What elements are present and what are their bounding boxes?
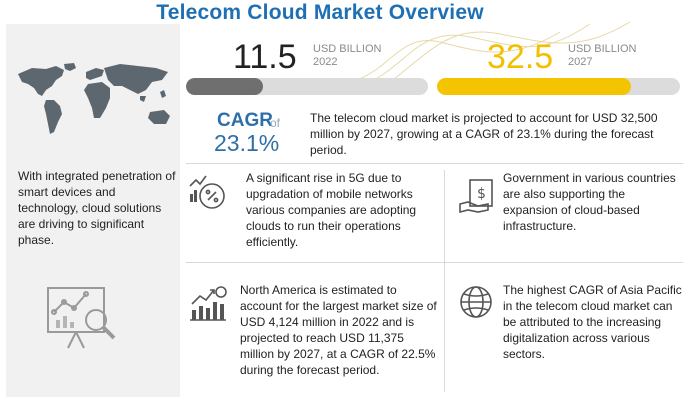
market-year-2027: 2027: [568, 56, 593, 68]
progress-fill-2022: [186, 78, 264, 95]
divider-vertical: [444, 170, 445, 392]
svg-text:$: $: [477, 186, 486, 202]
intro-text: The telecom cloud market is projected to…: [310, 111, 658, 157]
card-5g-text: A significant rise in 5G due to upgradat…: [246, 171, 417, 249]
market-value-2027: 32.5: [487, 38, 554, 76]
government-funding-icon: $: [459, 179, 493, 214]
cagr-value: 23.1%: [214, 130, 280, 156]
analytics-magnifier-icon: [47, 287, 116, 349]
divider-horizontal-top: [186, 163, 683, 164]
5g-growth-icon: [189, 175, 225, 209]
decorative-curves: [349, 22, 631, 82]
card-asia-pacific-text: The highest CAGR of Asia Pacific in the …: [503, 283, 682, 361]
page-title: Telecom Cloud Market Overview: [156, 1, 484, 24]
left-panel-text: With integrated penetration of smart dev…: [18, 169, 176, 247]
left-panel: With integrated penetration of smart dev…: [6, 24, 180, 397]
progress-bar-2027: [437, 78, 680, 95]
progress-fill-2027: [437, 78, 632, 95]
market-unit-2022: USD BILLION: [313, 43, 382, 55]
market-unit-2027: USD BILLION: [568, 43, 637, 55]
globe-icon: [460, 286, 492, 318]
progress-bar-2022: [186, 78, 428, 95]
market-year-2022: 2022: [313, 56, 338, 68]
cagr-of: of: [270, 116, 281, 130]
card-government-text: Government in various countries are also…: [503, 171, 676, 233]
card-north-america-text: North America is estimated to account fo…: [240, 283, 437, 377]
world-map-icon: [18, 63, 170, 134]
market-value-2022: 11.5: [233, 38, 297, 76]
growth-chart-icon: [190, 286, 227, 321]
divider-horizontal-middle: [186, 262, 683, 263]
cagr-label: CAGR: [217, 110, 273, 131]
